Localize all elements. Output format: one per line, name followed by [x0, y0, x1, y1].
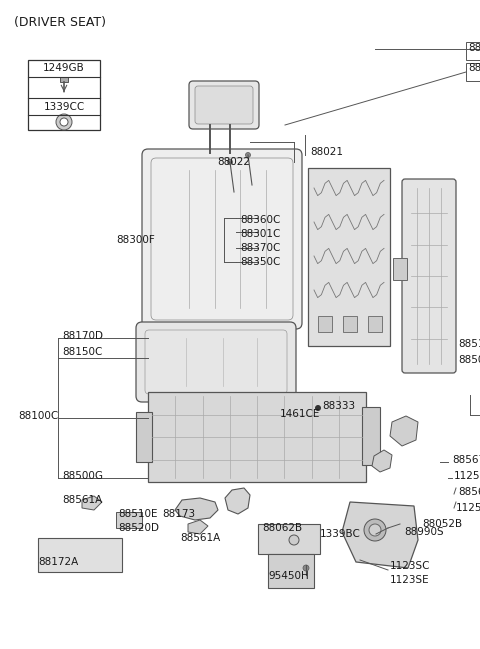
Text: 1125KH: 1125KH: [454, 471, 480, 481]
Circle shape: [369, 524, 381, 536]
Circle shape: [60, 118, 68, 126]
Bar: [268, 554, 314, 588]
Bar: [318, 316, 332, 332]
Text: 88567B: 88567B: [452, 455, 480, 465]
Text: 88600A: 88600A: [468, 43, 480, 53]
Circle shape: [245, 153, 251, 158]
Text: 88561A: 88561A: [62, 495, 102, 505]
Text: 88795: 88795: [468, 63, 480, 73]
Polygon shape: [342, 502, 418, 568]
Text: 88990S: 88990S: [404, 527, 444, 537]
Bar: [258, 524, 320, 554]
Bar: [116, 512, 142, 528]
Bar: [136, 412, 152, 462]
FancyBboxPatch shape: [136, 322, 296, 402]
Text: 1339CC: 1339CC: [43, 102, 84, 112]
Text: 88173: 88173: [162, 509, 195, 519]
Text: 88561A: 88561A: [180, 533, 220, 543]
Text: 88333: 88333: [322, 401, 355, 411]
Text: 88350C: 88350C: [240, 257, 280, 267]
Circle shape: [315, 405, 321, 411]
Text: 88500G: 88500G: [62, 471, 103, 481]
Bar: [466, 42, 480, 60]
Bar: [362, 407, 380, 465]
Circle shape: [289, 535, 299, 545]
Text: 88100C: 88100C: [18, 411, 58, 421]
Bar: [343, 316, 357, 332]
Text: 1123SC: 1123SC: [390, 561, 431, 571]
Bar: [466, 63, 480, 81]
Text: 95450H: 95450H: [268, 571, 309, 581]
Bar: [308, 168, 390, 346]
Text: 88172A: 88172A: [38, 557, 78, 567]
FancyBboxPatch shape: [142, 149, 302, 329]
Bar: [148, 392, 366, 482]
Text: 88360C: 88360C: [240, 215, 280, 225]
Text: (DRIVER SEAT): (DRIVER SEAT): [14, 16, 106, 29]
Text: 88509A: 88509A: [458, 355, 480, 365]
Polygon shape: [188, 520, 208, 534]
Text: 88021: 88021: [310, 147, 343, 157]
Polygon shape: [372, 450, 392, 472]
Circle shape: [303, 565, 309, 571]
Text: 88022: 88022: [217, 157, 250, 167]
FancyBboxPatch shape: [402, 179, 456, 373]
Text: 88062B: 88062B: [262, 523, 302, 533]
Text: 88510E: 88510E: [118, 509, 157, 519]
Bar: [38, 538, 122, 572]
Bar: [60, 77, 68, 82]
Bar: [28, 60, 100, 130]
Polygon shape: [175, 498, 218, 520]
Bar: [393, 258, 407, 280]
Text: 1461CE: 1461CE: [280, 409, 320, 419]
FancyBboxPatch shape: [189, 81, 259, 129]
Polygon shape: [82, 496, 102, 510]
Text: 88301C: 88301C: [240, 229, 280, 239]
Text: 88052B: 88052B: [422, 519, 462, 529]
Text: 88520D: 88520D: [118, 523, 159, 533]
Text: 88565: 88565: [458, 487, 480, 497]
Text: 1249GB: 1249GB: [43, 63, 85, 73]
Text: 88370C: 88370C: [240, 243, 280, 253]
Text: 1339BC: 1339BC: [320, 529, 361, 539]
FancyBboxPatch shape: [195, 86, 253, 124]
Text: 1125KH: 1125KH: [456, 503, 480, 513]
Circle shape: [228, 160, 232, 164]
Bar: [368, 316, 382, 332]
Polygon shape: [390, 416, 418, 446]
Circle shape: [364, 519, 386, 541]
Text: 1123SE: 1123SE: [390, 575, 430, 585]
Text: 88300F: 88300F: [116, 235, 155, 245]
Text: 88170D: 88170D: [62, 331, 103, 341]
Polygon shape: [225, 488, 250, 514]
Text: 88150C: 88150C: [62, 347, 102, 357]
Text: 88514C: 88514C: [458, 339, 480, 349]
Circle shape: [56, 114, 72, 130]
